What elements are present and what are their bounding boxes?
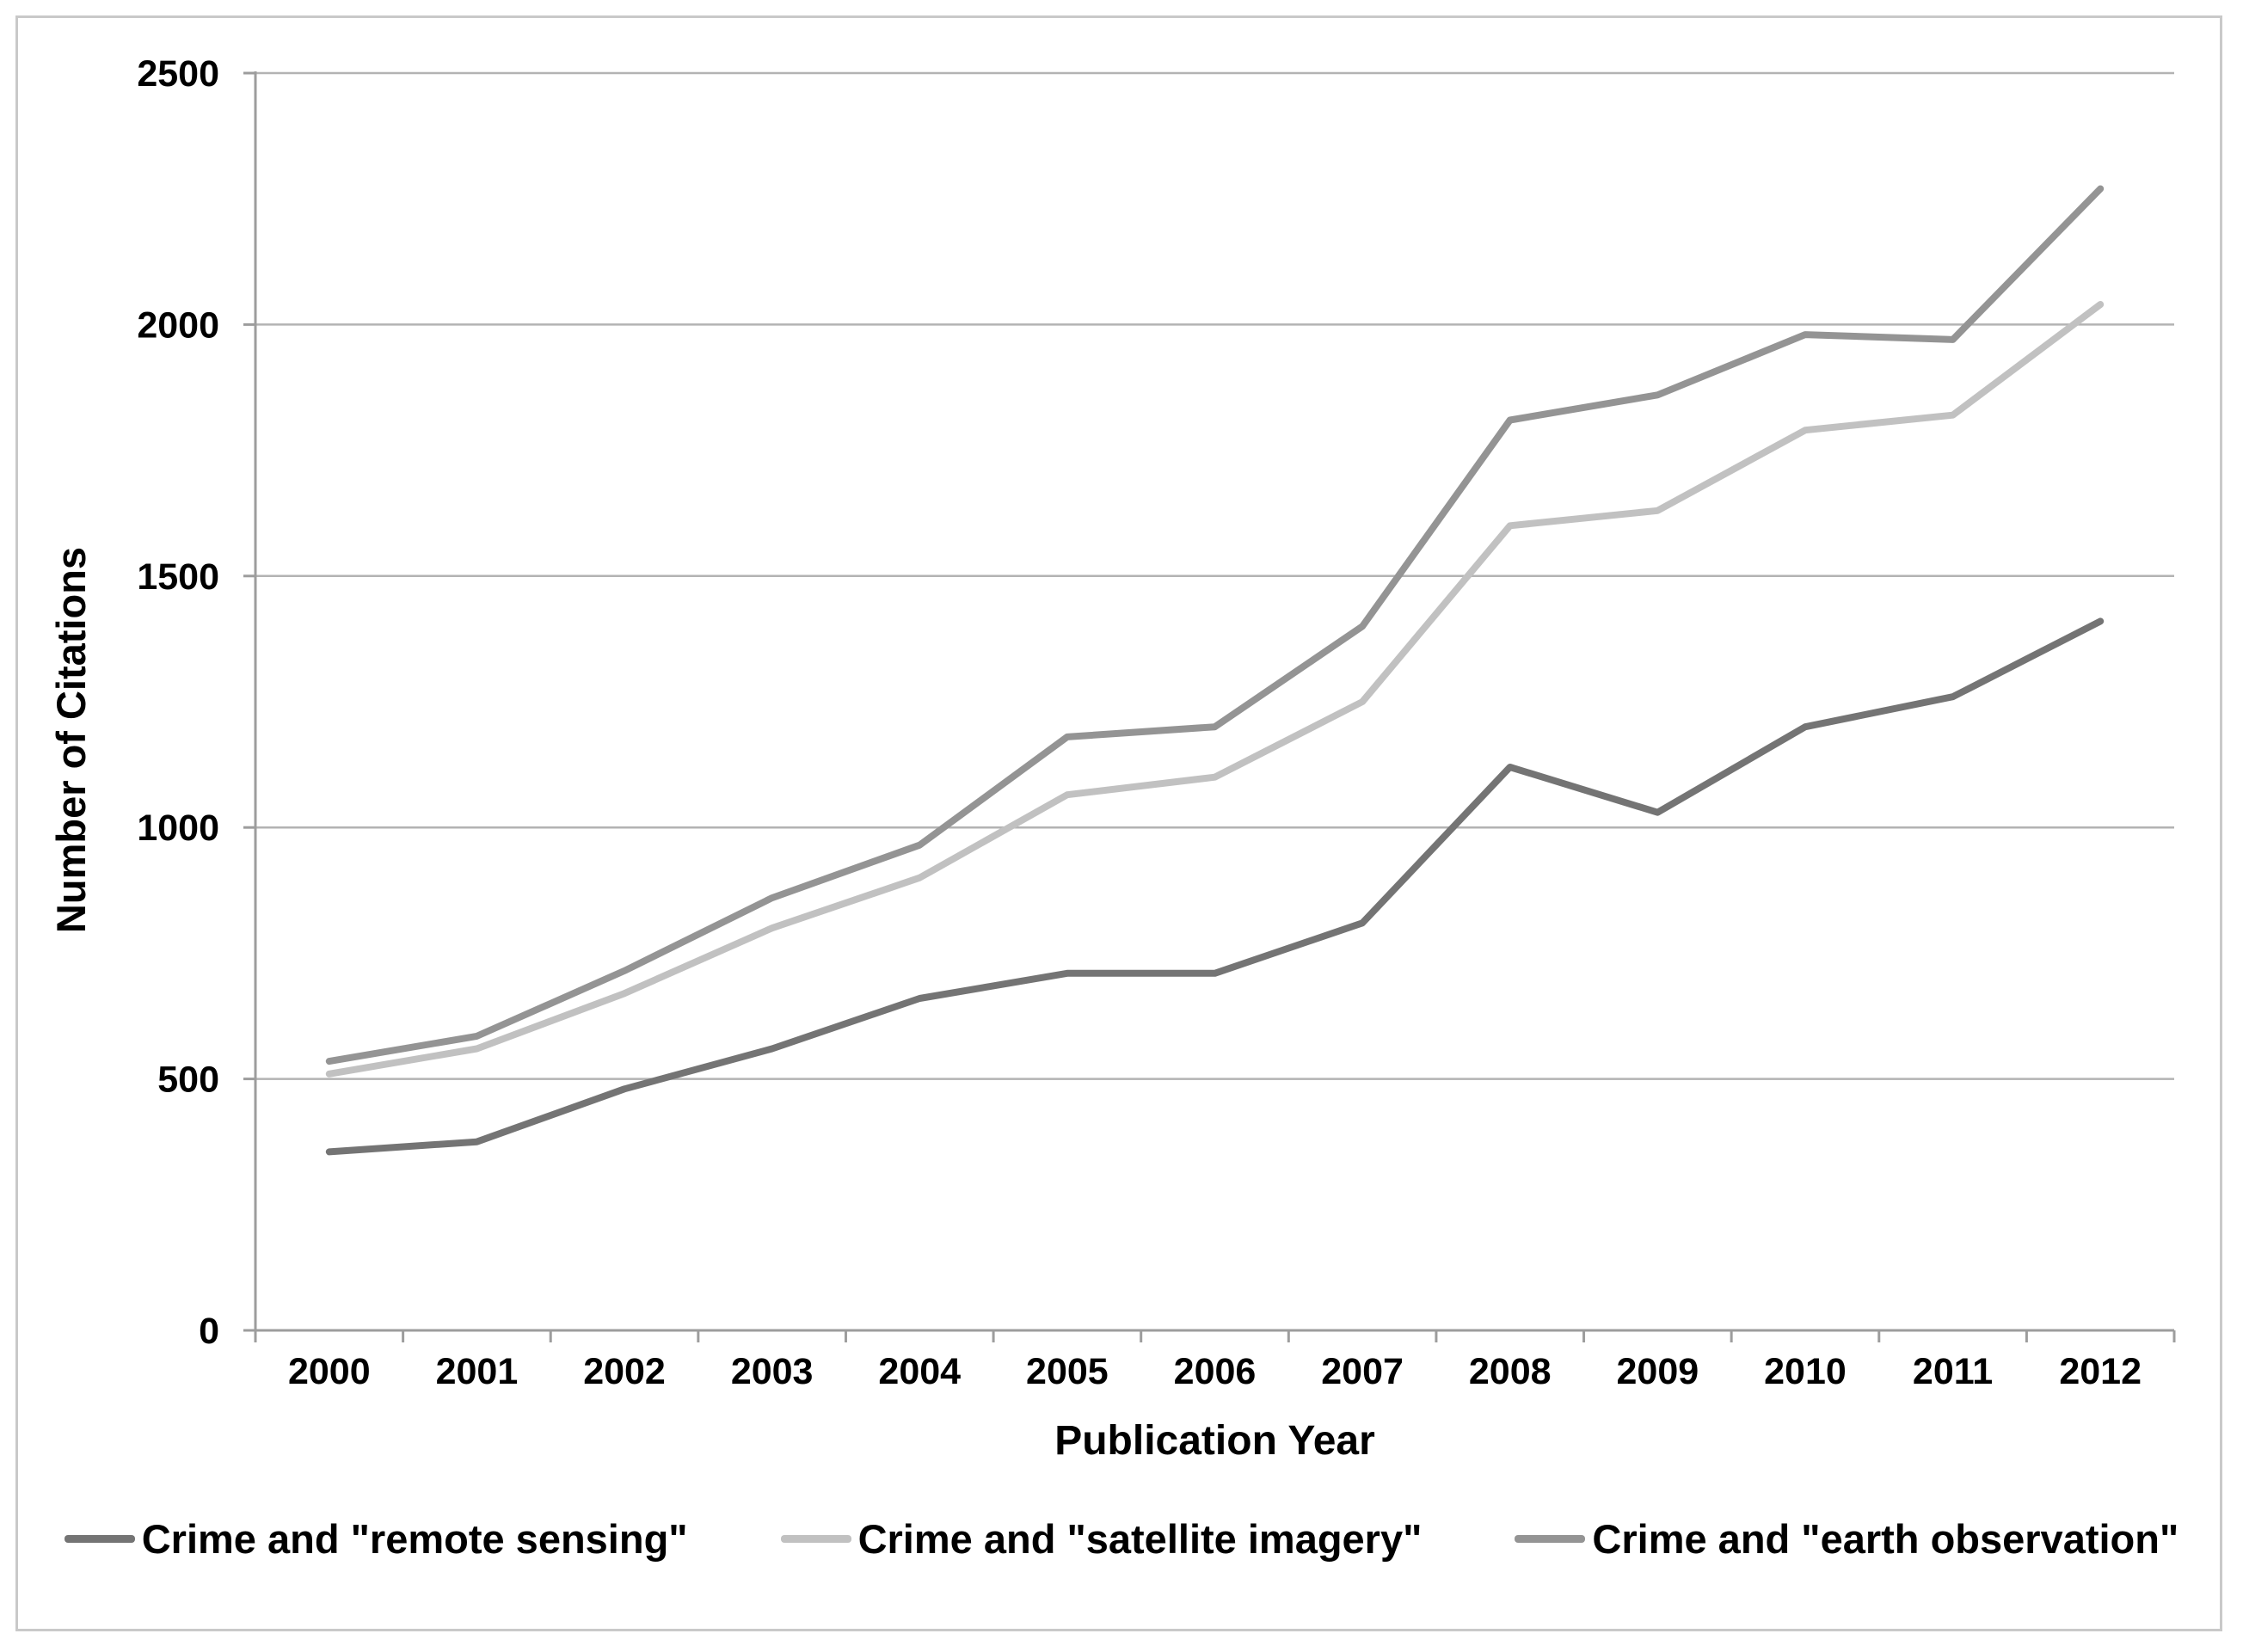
legend-line-swatch-remote-sensing xyxy=(64,1535,135,1543)
x-tick-label-2004: 2004 xyxy=(878,1351,961,1392)
y-tick-label-0: 0 xyxy=(199,1311,219,1352)
x-tick-label-2009: 2009 xyxy=(1617,1351,1699,1392)
x-tick-label-2002: 2002 xyxy=(583,1351,666,1392)
x-tick-label-2011: 2011 xyxy=(1913,1351,1993,1392)
legend: Crime and "remote sensing" Crime and "sa… xyxy=(0,1515,2243,1563)
y-tick-label-500: 500 xyxy=(157,1059,219,1101)
legend-item-remote-sensing: Crime and "remote sensing" xyxy=(64,1515,688,1563)
x-tick-label-2006: 2006 xyxy=(1174,1351,1257,1392)
y-tick-label-2000: 2000 xyxy=(137,304,219,346)
y-axis-title: Number of Citations xyxy=(24,464,119,1015)
legend-line-swatch-satellite-imagery xyxy=(780,1535,851,1543)
x-tick-label-2012: 2012 xyxy=(2059,1351,2142,1392)
y-axis-title-text: Number of Citations xyxy=(48,546,95,933)
x-tick-label-2001: 2001 xyxy=(436,1351,519,1392)
legend-label: Crime and "earth observation" xyxy=(1592,1516,2179,1562)
x-tick-label-2000: 2000 xyxy=(288,1351,371,1392)
x-tick-label-2003: 2003 xyxy=(731,1351,814,1392)
series-line-crime-and-remote-sensing xyxy=(325,617,2105,1156)
y-tick-label-2500: 2500 xyxy=(137,53,219,95)
x-tick-label-2008: 2008 xyxy=(1469,1351,1552,1392)
x-tick-label-2005: 2005 xyxy=(1026,1351,1109,1392)
series-line-crime-and-satellite-imagery xyxy=(325,301,2105,1078)
legend-line-swatch-earth-observation xyxy=(1515,1535,1586,1543)
legend-item-satellite-imagery: Crime and "satellite imagery" xyxy=(780,1515,1423,1563)
x-tick-label-2007: 2007 xyxy=(1321,1351,1404,1392)
series-line-crime-and-earth-observation xyxy=(325,185,2105,1066)
legend-item-earth-observation: Crime and "earth observation" xyxy=(1515,1515,2178,1563)
legend-label: Crime and "remote sensing" xyxy=(141,1516,688,1562)
x-axis-title: Publication Year xyxy=(1054,1418,1375,1464)
x-tick-label-2010: 2010 xyxy=(1764,1351,1847,1392)
legend-label: Crime and "satellite imagery" xyxy=(857,1516,1423,1562)
y-tick-label-1500: 1500 xyxy=(137,556,219,598)
y-tick-label-1000: 1000 xyxy=(137,808,219,849)
